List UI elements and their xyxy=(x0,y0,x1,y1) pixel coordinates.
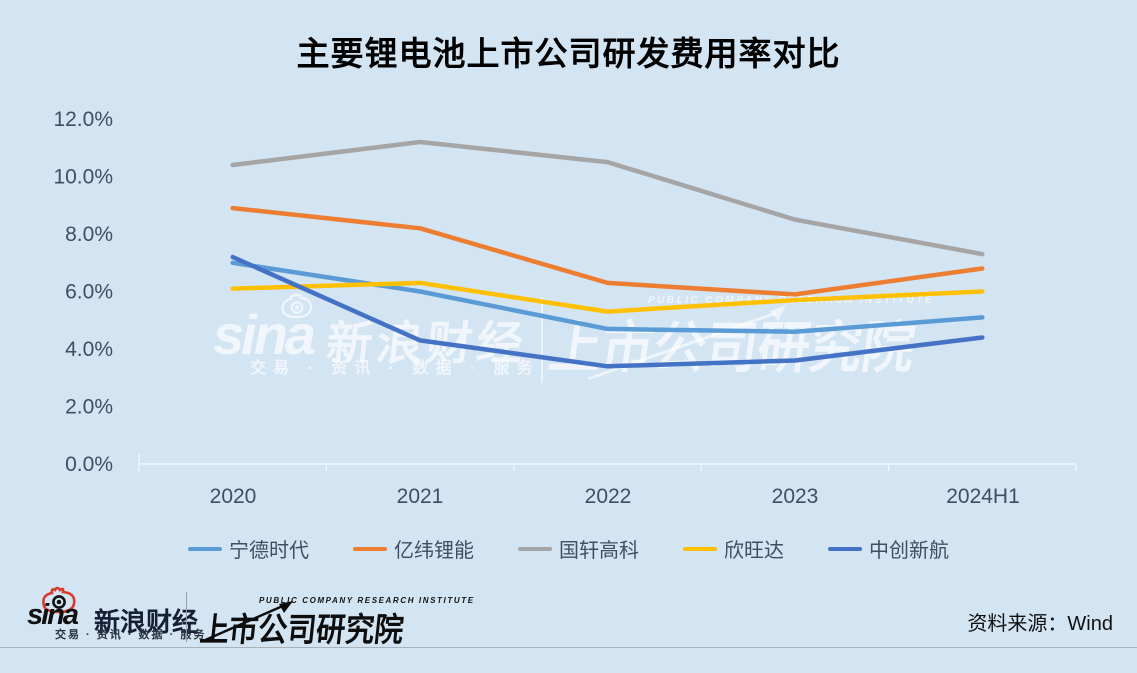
series-line-2 xyxy=(230,139,985,257)
series-lines-group xyxy=(230,139,985,369)
series-line-0 xyxy=(230,260,985,335)
x-axis-line xyxy=(138,454,1077,471)
legend-label-ningde: 宁德时代 xyxy=(229,540,309,562)
institute-arrow-icon xyxy=(202,601,293,643)
source-note: 资料来源：Wind xyxy=(967,613,1113,635)
y-tick-10: 10.0% xyxy=(53,166,113,189)
series-line-1 xyxy=(230,205,985,297)
institute-en-label: PUBLIC COMPANY RESEARCH INSTITUTE xyxy=(259,596,475,605)
watermark-divider xyxy=(541,297,543,383)
sina-eye-logo-icon xyxy=(42,586,76,614)
legend-item-zhongchuang: 中创新航 xyxy=(828,534,949,563)
y-tick-4: 4.0% xyxy=(65,338,113,361)
y-tick-12: 12.0% xyxy=(53,108,113,131)
legend-chip-yiwei xyxy=(353,546,387,551)
sina-tagline: 交易 · 资讯 · 数据 · 服务 xyxy=(55,629,207,641)
legend-label-zhongchuang: 中创新航 xyxy=(869,540,949,562)
legend-item-yiwei: 亿纬锂能 xyxy=(353,534,474,563)
legend-chip-ningde xyxy=(188,546,222,551)
sina-wordmark: sina xyxy=(27,599,79,631)
legend-chip-zhongchuang xyxy=(828,546,862,551)
sina-finance-logo-text: 新浪财经 xyxy=(94,607,199,637)
legend-chip-xinwangda xyxy=(683,546,717,551)
sina-eye-watermark-icon xyxy=(281,293,313,319)
legend-label-yiwei: 亿纬锂能 xyxy=(394,540,474,562)
x-tick-2023: 2023 xyxy=(772,485,819,508)
x-tick-2024h1: 2024H1 xyxy=(946,485,1020,508)
x-tick-2021: 2021 xyxy=(397,485,444,508)
legend-label-xinwangda: 欣旺达 xyxy=(724,540,784,562)
series-line-4 xyxy=(230,254,985,369)
sina-watermark-wordmark: sina xyxy=(213,303,316,366)
legend-chip-guoxuan xyxy=(518,546,552,551)
x-tick-2022: 2022 xyxy=(585,485,632,508)
x-tick-2020: 2020 xyxy=(210,485,257,508)
legend-item-xinwangda: 欣旺达 xyxy=(683,534,784,563)
chart-legend: 宁德时代 亿纬锂能 国轩高科 欣旺达 中创新航 xyxy=(0,534,1137,563)
y-tick-2: 2.0% xyxy=(65,396,113,419)
sina-tagline-watermark: 交易 · 资讯 · 数据 · 服务 xyxy=(250,360,540,377)
legend-item-ningde: 宁德时代 xyxy=(188,534,309,563)
footer-rule xyxy=(0,647,1137,648)
page-title: 主要锂电池上市公司研发费用率对比 xyxy=(296,35,841,72)
y-tick-0: 0.0% xyxy=(65,453,113,476)
legend-item-guoxuan: 国轩高科 xyxy=(518,534,639,563)
series-line-3 xyxy=(230,280,985,314)
line-chart: 12.0% 10.0% 8.0% 6.0% 4.0% 2.0% 0.0% 202… xyxy=(53,108,1077,508)
y-tick-6: 6.0% xyxy=(65,281,113,304)
y-tick-8: 8.0% xyxy=(65,223,113,246)
legend-label-guoxuan: 国轩高科 xyxy=(559,540,639,562)
footer-divider xyxy=(186,592,187,642)
